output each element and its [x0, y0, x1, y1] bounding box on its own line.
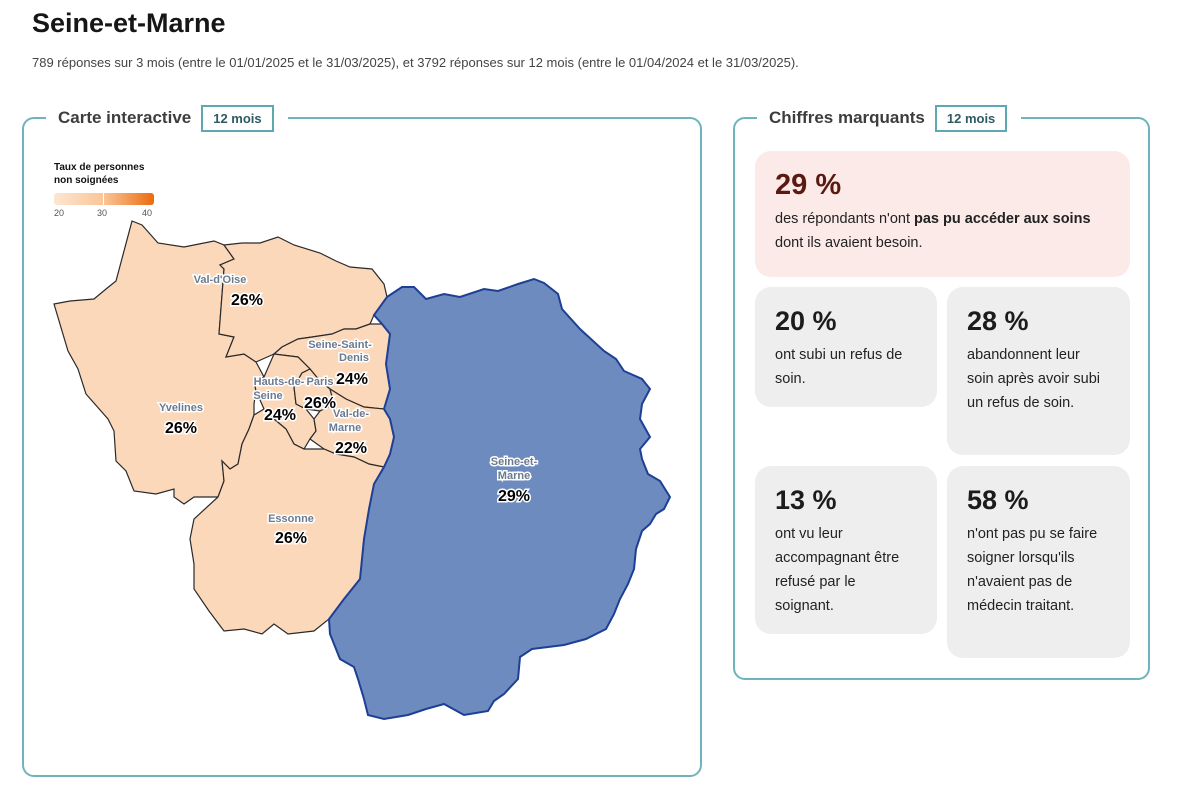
label-hauts-de-seine-2: Seine	[253, 390, 282, 402]
value-yvelines: 26%	[165, 420, 197, 437]
highlight-text-bold: pas pu accéder aux soins	[914, 211, 1091, 227]
stat-value: 20 %	[775, 305, 917, 337]
map-panel-header: Carte interactive 12 mois	[46, 104, 288, 132]
highlight-card: 29 % des répondants n'ont pas pu accéder…	[755, 151, 1130, 277]
legend-color-scale	[54, 193, 154, 205]
label-seine-saint-denis-1: Seine-Saint-	[308, 339, 372, 351]
label-seine-saint-denis-2: Denis	[339, 352, 369, 364]
stat-card-refus: 20 % ont subi un refus de soin.	[755, 287, 937, 407]
stats-panel-title: Chiffres marquants	[769, 108, 925, 128]
stat-value: 58 %	[967, 484, 1110, 516]
stat-text: ont subi un refus de soin.	[775, 343, 917, 391]
interactive-map-panel: Val-d'Oise 26% Seine-Saint- Denis 24% Yv…	[22, 117, 702, 777]
legend-tick-40: 40	[142, 208, 152, 218]
legend-title-line2: non soignées	[54, 174, 164, 187]
highlight-text: des répondants n'ont pas pu accéder aux …	[775, 207, 1110, 255]
value-val-de-marne: 22%	[335, 440, 367, 457]
value-essonne: 26%	[275, 530, 307, 547]
stat-text: abandonnent leur soin après avoir subi u…	[967, 343, 1110, 415]
stats-period-button[interactable]: 12 mois	[935, 105, 1007, 132]
value-val-d-oise: 26%	[231, 292, 263, 309]
stat-value: 13 %	[775, 484, 917, 516]
highlight-value: 29 %	[775, 169, 1110, 201]
label-val-d-oise: Val-d'Oise	[194, 274, 247, 286]
label-seine-et-marne-1: Seine-et-	[491, 456, 538, 468]
legend-tick-30: 30	[97, 208, 107, 218]
responses-summary: 789 réponses sur 3 mois (entre le 01/01/…	[32, 55, 799, 70]
label-hauts-de-seine-1: Hauts-de-	[254, 376, 305, 388]
stat-value: 28 %	[967, 305, 1110, 337]
legend-title-line1: Taux de personnes	[54, 161, 164, 174]
value-hauts-de-seine: 24%	[264, 407, 296, 424]
label-val-de-marne-1: Val-de-	[333, 408, 369, 420]
label-paris: Paris	[307, 376, 334, 388]
stat-text: n'ont pas pu se faire soigner lorsqu'ils…	[967, 522, 1110, 618]
highlight-text-after: dont ils avaient besoin.	[775, 235, 923, 251]
stat-card-accompagnant: 13 % ont vu leur accompagnant être refus…	[755, 466, 937, 634]
page-title: Seine-et-Marne	[32, 8, 226, 39]
map-legend: Taux de personnes non soignées 20 30 40	[54, 161, 164, 220]
label-seine-et-marne-2: Marne	[498, 470, 530, 482]
legend-tick-20: 20	[54, 208, 64, 218]
stat-card-medecin-traitant: 58 % n'ont pas pu se faire soigner lorsq…	[947, 466, 1130, 658]
label-val-de-marne-2: Marne	[329, 422, 361, 434]
value-paris: 26%	[304, 395, 336, 412]
label-essonne: Essonne	[268, 513, 314, 525]
stat-text: ont vu leur accompagnant être refusé par…	[775, 522, 917, 618]
stat-card-abandon: 28 % abandonnent leur soin après avoir s…	[947, 287, 1130, 455]
label-yvelines: Yvelines	[159, 402, 203, 414]
map-panel-title: Carte interactive	[58, 108, 191, 128]
map-period-button[interactable]: 12 mois	[201, 105, 273, 132]
stats-panel-header: Chiffres marquants 12 mois	[757, 104, 1021, 132]
value-seine-et-marne: 29%	[498, 488, 530, 505]
key-figures-panel: Chiffres marquants 12 mois 29 % des répo…	[733, 117, 1150, 680]
highlight-text-before: des répondants n'ont	[775, 211, 914, 227]
value-seine-saint-denis: 24%	[336, 371, 368, 388]
